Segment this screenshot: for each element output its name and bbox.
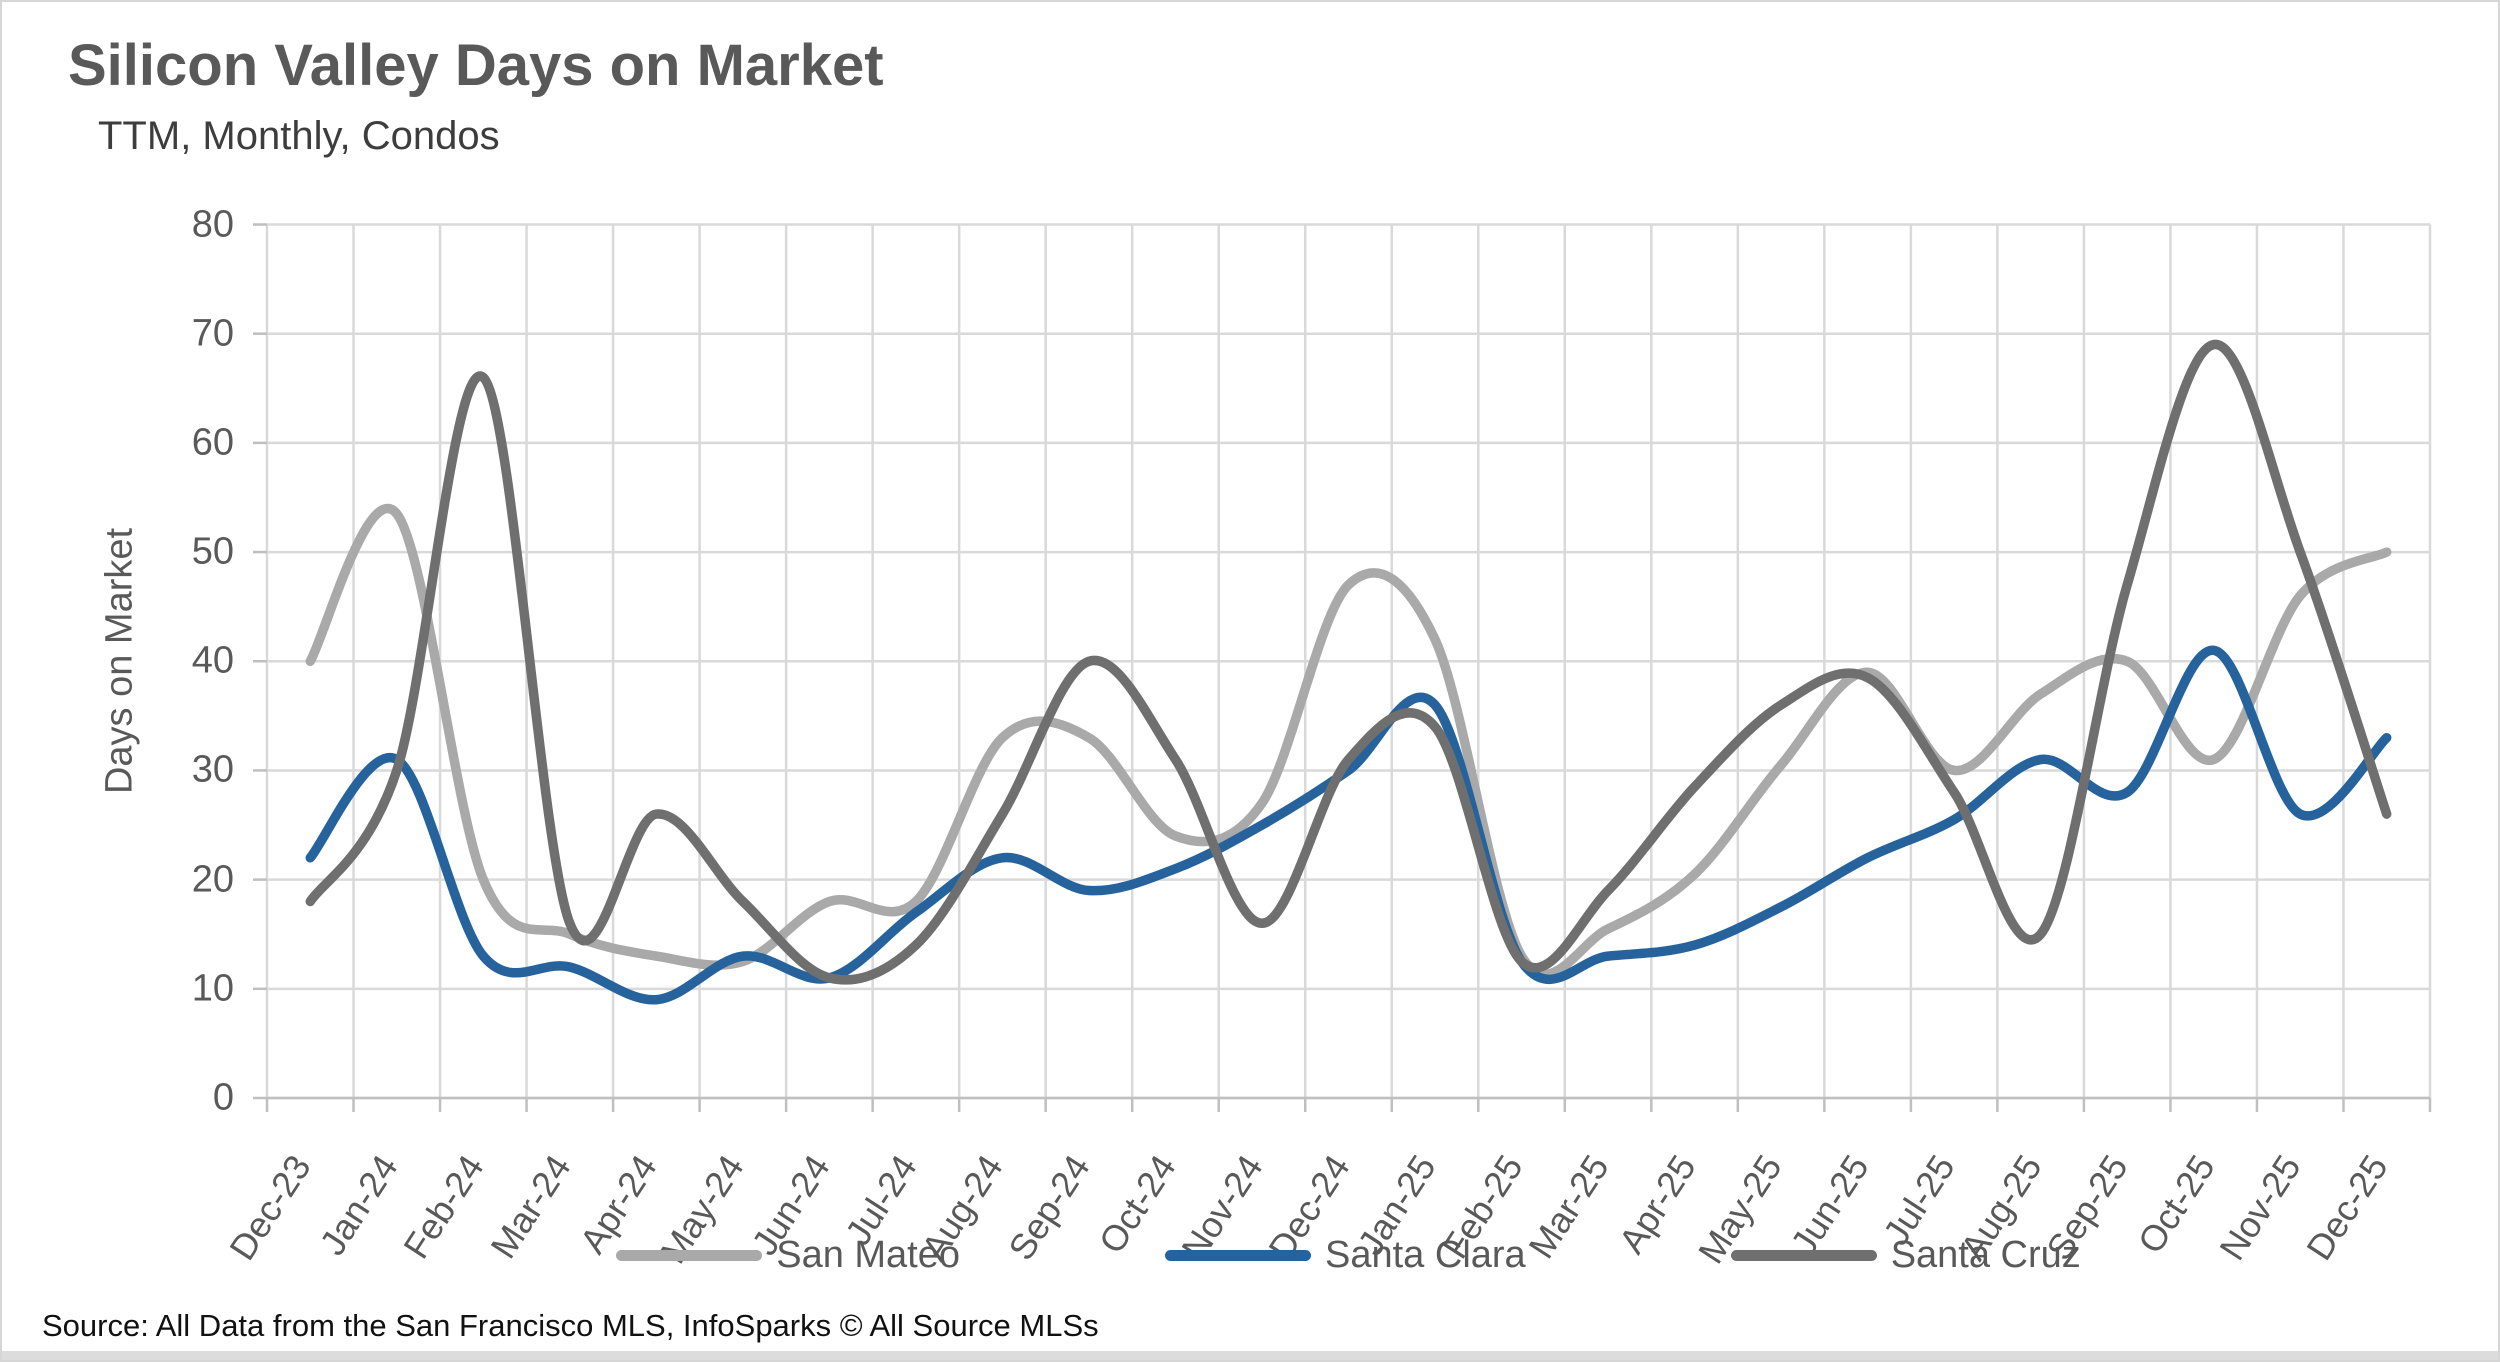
legend-label: San Mateo [776, 1234, 961, 1276]
san-mateo-line-swatch-icon [616, 1250, 763, 1261]
y-tick-label: 40 [191, 639, 234, 682]
series-line-santa-clara [305, 645, 2392, 1005]
legend-item-santa-cruz[interactable]: Santa Cruz [1730, 1234, 2081, 1277]
y-tick-label: 80 [191, 203, 234, 245]
series-line-santa-cruz [305, 339, 2392, 985]
y-tick-label: 0 [212, 1076, 234, 1119]
santa-clara-line-swatch-icon [1165, 1250, 1312, 1261]
y-tick-label: 70 [191, 312, 234, 355]
window-bottom-edge [2, 1351, 2498, 1360]
y-tick-label: 20 [191, 858, 234, 901]
y-tick-label: 60 [191, 421, 234, 464]
series-line-san-mateo [305, 503, 2392, 979]
y-tick-label: 10 [191, 967, 234, 1010]
y-tick-label: 50 [191, 530, 234, 573]
page-title: Silicon Valley Days on Market [68, 33, 884, 98]
legend-item-santa-clara[interactable]: Santa Clara [1165, 1234, 1526, 1277]
legend-item-san-mateo[interactable]: San Mateo [616, 1234, 960, 1277]
santa-cruz-line-swatch-icon [1730, 1250, 1877, 1261]
chart-legend: San Mateo Santa Clara Santa Cruz [267, 1234, 2430, 1277]
source-attribution: Source: All Data from the San Francisco … [42, 1308, 1099, 1343]
legend-label: Santa Clara [1325, 1234, 1526, 1276]
y-tick-label: 30 [191, 748, 234, 791]
legend-label: Santa Cruz [1890, 1234, 2081, 1276]
page-subtitle: TTM, Monthly, Condos [98, 114, 500, 158]
